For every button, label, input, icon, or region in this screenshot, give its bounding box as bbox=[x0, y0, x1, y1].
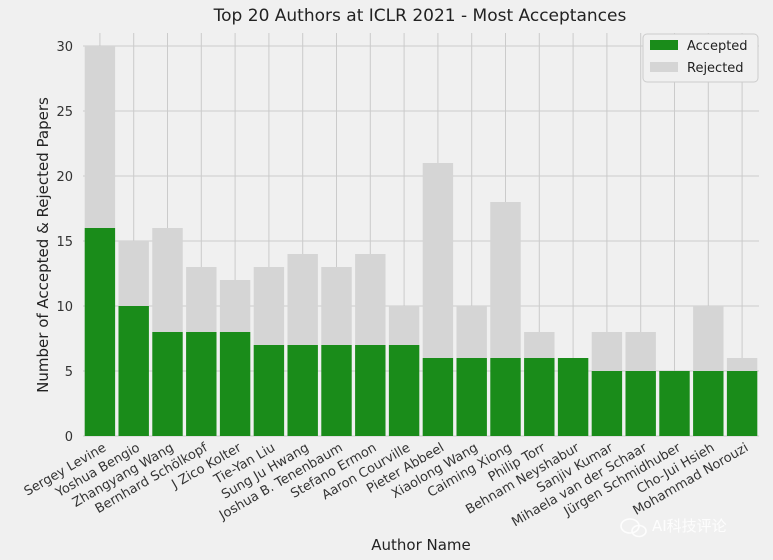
y-tick-label: 10 bbox=[56, 300, 73, 315]
bar-rejected bbox=[524, 332, 555, 358]
bar-rejected bbox=[152, 228, 183, 332]
bar-rejected bbox=[388, 306, 420, 345]
y-tick-label: 0 bbox=[65, 430, 73, 445]
watermark: AI科技评论 bbox=[620, 517, 727, 538]
bar-rejected bbox=[456, 306, 487, 358]
y-tick-label: 15 bbox=[56, 235, 73, 250]
bar-rejected bbox=[591, 332, 623, 371]
bar-accepted bbox=[287, 345, 318, 436]
bar-accepted bbox=[253, 345, 285, 436]
wechat-icon bbox=[620, 518, 647, 538]
bar-accepted bbox=[456, 358, 487, 436]
bar-accepted bbox=[355, 345, 386, 436]
legend-swatch-rejected bbox=[650, 62, 678, 72]
bar-accepted bbox=[422, 358, 454, 436]
bar-accepted bbox=[625, 371, 656, 436]
bar-accepted bbox=[726, 371, 758, 436]
bar-accepted bbox=[557, 358, 589, 436]
y-axis: 0 5 10 15 20 25 30 bbox=[56, 40, 73, 445]
bars bbox=[84, 46, 758, 436]
bar-accepted bbox=[591, 371, 623, 436]
bar-rejected bbox=[490, 202, 521, 358]
bar-rejected bbox=[287, 254, 318, 345]
bar-accepted bbox=[490, 358, 521, 436]
bar-rejected bbox=[422, 163, 454, 358]
legend-label-accepted: Accepted bbox=[687, 39, 748, 54]
y-axis-title: Number of Accepted & Rejected Papers bbox=[34, 97, 52, 393]
bar-rejected bbox=[355, 254, 386, 345]
bar-accepted bbox=[152, 332, 183, 436]
bar-accepted bbox=[219, 332, 251, 436]
bar-rejected bbox=[186, 267, 217, 332]
legend-label-rejected: Rejected bbox=[687, 61, 744, 76]
bar-accepted bbox=[659, 371, 690, 436]
legend: Accepted Rejected bbox=[642, 33, 759, 83]
x-axis-title: Author Name bbox=[371, 536, 471, 554]
bar-rejected bbox=[726, 358, 758, 371]
watermark-text: AI科技评论 bbox=[652, 517, 727, 535]
bar-rejected bbox=[321, 267, 352, 345]
bar-accepted bbox=[524, 358, 555, 436]
bar-accepted bbox=[186, 332, 217, 436]
y-tick-label: 20 bbox=[56, 170, 73, 185]
y-tick-label: 30 bbox=[56, 40, 73, 55]
bar-rejected bbox=[84, 46, 116, 228]
bar-rejected bbox=[693, 306, 724, 371]
y-tick-label: 5 bbox=[65, 365, 73, 380]
bar-accepted bbox=[693, 371, 724, 436]
bar-rejected bbox=[253, 267, 285, 345]
legend-swatch-accepted bbox=[650, 40, 678, 50]
bar-accepted bbox=[84, 228, 116, 436]
bar-rejected bbox=[625, 332, 656, 371]
bar-accepted bbox=[388, 345, 420, 436]
bar-accepted bbox=[118, 306, 149, 436]
bar-rejected bbox=[118, 241, 149, 306]
bar-accepted bbox=[321, 345, 352, 436]
y-tick-label: 25 bbox=[56, 105, 73, 120]
chart-title: Top 20 Authors at ICLR 2021 - Most Accep… bbox=[213, 6, 627, 26]
bar-rejected bbox=[219, 280, 251, 332]
